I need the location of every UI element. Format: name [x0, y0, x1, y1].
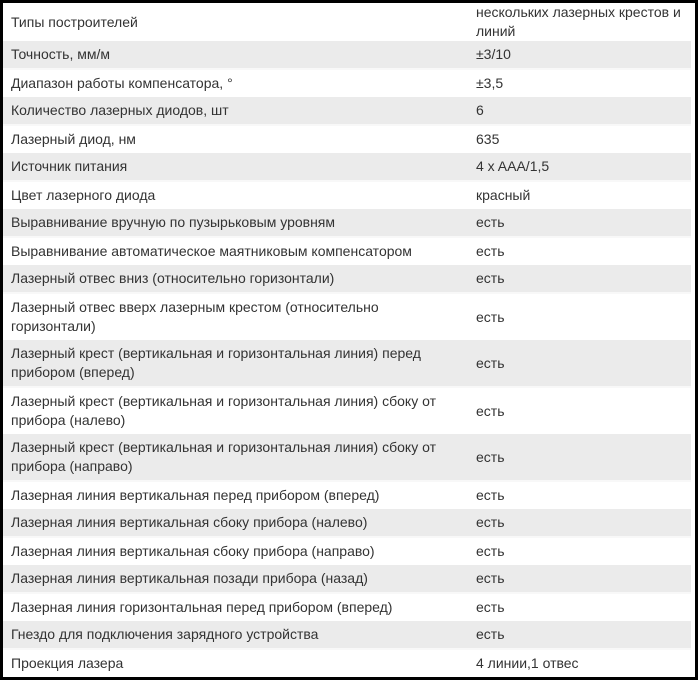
spec-parameter-label: Точность, мм/м — [3, 41, 476, 70]
spec-parameter-value: ±3,5 — [476, 75, 504, 91]
table-row: Точность, мм/м ±3/10 — [3, 41, 691, 70]
table-row: Выравнивание вручную по пузырьковым уров… — [3, 209, 691, 238]
spec-parameter-value: 4 линии,1 отвес — [476, 655, 579, 671]
spec-parameter-label: Лазерный диод, нм — [11, 131, 136, 147]
spec-parameter-value: есть — [476, 509, 691, 538]
specs-table-container: Типы построителей нескольких лазерных кр… — [3, 3, 695, 677]
spec-parameter-label: Лазерный крест (вертикальная и горизонта… — [3, 434, 476, 482]
table-row: Лазерный отвес вниз (относительно горизо… — [3, 265, 691, 294]
spec-parameter-label: Гнездо для подключения зарядного устройс… — [3, 621, 476, 650]
table-row: Лазерный диод, нм 635 — [3, 125, 691, 153]
table-row: Лазерный крест (вертикальная и горизонта… — [3, 340, 691, 388]
spec-parameter-value: есть — [476, 621, 691, 650]
spec-parameter-label: Лазерный отвес вверх лазерным крестом (о… — [11, 299, 379, 334]
table-row: Источник питания 4 x AAA/1,5 — [3, 153, 691, 182]
table-row: Проекция лазера 4 линии,1 отвес — [3, 649, 691, 677]
spec-parameter-label: Типы построителей — [11, 13, 138, 30]
table-row: Диапазон работы компенсатора, ° ±3,5 — [3, 69, 691, 97]
spec-parameter-label: Цвет лазерного диода — [11, 187, 156, 203]
spec-parameter-value: есть — [476, 402, 505, 419]
table-row: Лазерная линия вертикальная позади прибо… — [3, 565, 691, 594]
spec-parameter-value: есть — [476, 543, 505, 559]
spec-parameter-value: есть — [476, 599, 505, 615]
table-row: Лазерный крест (вертикальная и горизонта… — [3, 434, 691, 482]
spec-parameter-label: Выравнивание автоматическое маятниковым … — [11, 243, 412, 259]
table-row: Цвет лазерного диода красный — [3, 181, 691, 209]
spec-parameter-label: Диапазон работы компенсатора, ° — [11, 75, 233, 91]
spec-parameter-value: красный — [476, 187, 531, 203]
spec-parameter-value: есть — [476, 434, 691, 482]
spec-parameter-value: 635 — [476, 131, 500, 147]
spec-parameter-value: ±3/10 — [476, 41, 691, 70]
table-row: Лазерный крест (вертикальная и горизонта… — [3, 387, 691, 434]
specs-table: Типы построителей нескольких лазерных кр… — [3, 3, 691, 677]
table-row: Количество лазерных диодов, шт 6 — [3, 97, 691, 126]
spec-parameter-label: Лазерная линия вертикальная сбоку прибор… — [3, 509, 476, 538]
table-row: Лазерная линия вертикальная сбоку прибор… — [3, 537, 691, 565]
table-row: Лазерная линия вертикальная сбоку прибор… — [3, 509, 691, 538]
table-row: Типы построителей нескольких лазерных кр… — [3, 3, 691, 41]
spec-parameter-value: есть — [476, 209, 691, 238]
spec-parameter-label: Лазерная линия вертикальная сбоку прибор… — [11, 543, 375, 559]
table-row: Гнездо для подключения зарядного устройс… — [3, 621, 691, 650]
spec-parameter-label: Лазерный отвес вниз (относительно горизо… — [3, 265, 476, 294]
spec-parameter-label: Источник питания — [3, 153, 476, 182]
spec-parameter-label: Лазерный крест (вертикальная и горизонта… — [11, 393, 436, 428]
spec-parameter-label: Количество лазерных диодов, шт — [3, 97, 476, 126]
spec-parameter-value: 4 x AAA/1,5 — [476, 153, 691, 182]
spec-parameter-label: Лазерная линия горизонтальная перед приб… — [11, 599, 393, 615]
spec-parameter-label: Лазерный крест (вертикальная и горизонта… — [3, 340, 476, 388]
spec-parameter-label: Проекция лазера — [11, 655, 124, 671]
spec-parameter-label: Лазерная линия вертикальная позади прибо… — [3, 565, 476, 594]
spec-parameter-label: Выравнивание вручную по пузырьковым уров… — [3, 209, 476, 238]
table-row: Выравнивание автоматическое маятниковым … — [3, 237, 691, 265]
spec-parameter-value: есть — [476, 243, 505, 259]
table-row: Лазерная линия вертикальная перед прибор… — [3, 481, 691, 509]
spec-parameter-value: есть — [476, 340, 691, 388]
spec-parameter-value: нескольких лазерных крестов и линий — [476, 4, 681, 39]
spec-parameter-label: Лазерная линия вертикальная перед прибор… — [11, 487, 380, 503]
table-row: Лазерная линия горизонтальная перед приб… — [3, 593, 691, 621]
spec-parameter-value: 6 — [476, 97, 691, 126]
spec-parameter-value: есть — [476, 308, 505, 325]
spec-parameter-value: есть — [476, 565, 691, 594]
table-row: Лазерный отвес вверх лазерным крестом (о… — [3, 293, 691, 340]
spec-parameter-value: есть — [476, 487, 505, 503]
spec-parameter-value: есть — [476, 265, 691, 294]
